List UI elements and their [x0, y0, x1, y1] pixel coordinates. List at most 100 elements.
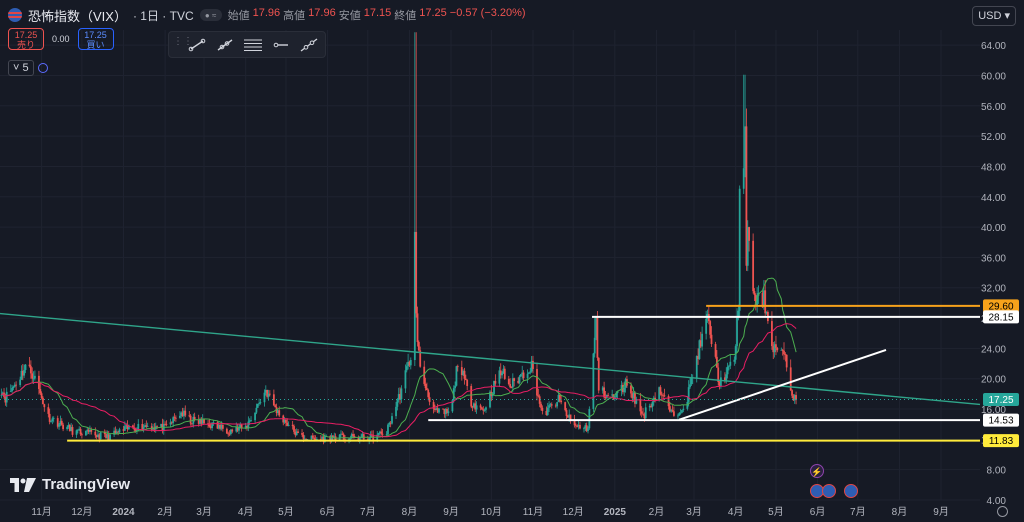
candle-body — [201, 419, 204, 424]
lightning-icon[interactable]: ⚡ — [810, 464, 824, 478]
candle-body — [189, 415, 192, 424]
trend-line-icon[interactable] — [185, 35, 209, 55]
us-flag-icon[interactable] — [822, 484, 836, 498]
x-tick-label: 5月 — [768, 506, 784, 518]
candle-body — [793, 395, 796, 401]
candle-body — [246, 425, 248, 429]
candle-body — [125, 425, 128, 427]
us-flag-icon[interactable] — [844, 484, 858, 498]
us-flag-icon — [8, 8, 22, 22]
x-tick-label: 3月 — [686, 506, 702, 518]
candle-body — [397, 394, 400, 400]
candle-body — [5, 391, 8, 403]
candle-body — [322, 436, 325, 442]
candle-body — [217, 424, 220, 429]
candle-body — [734, 346, 737, 360]
candle-body — [368, 438, 371, 441]
candle-body — [126, 425, 129, 430]
candle-body — [493, 380, 495, 394]
descending-trendline — [0, 312, 981, 406]
symbol-title[interactable]: 恐怖指数（VIX） — [28, 8, 127, 24]
candle-body — [603, 387, 606, 398]
ray-icon[interactable] — [213, 35, 237, 55]
candle-body — [285, 419, 287, 423]
indicator-settings-icon[interactable] — [37, 63, 48, 73]
visibility-toggle-icon[interactable]: ● ≈ — [199, 9, 222, 21]
indicators-count-label: 5 — [22, 62, 29, 74]
close-value: 17.25 — [419, 7, 447, 19]
sell-button[interactable]: 17.25 売り — [8, 28, 44, 50]
candle-body — [648, 405, 651, 408]
candle-body — [9, 391, 12, 392]
candle-body — [746, 227, 749, 266]
candle-body — [305, 438, 307, 440]
settings-icon[interactable] — [997, 506, 1008, 517]
candle-body — [518, 376, 521, 383]
candle-body — [686, 401, 689, 409]
candle-body — [75, 430, 78, 435]
candle-body — [728, 365, 730, 367]
price-tag-label: 29.60 — [988, 301, 1013, 312]
candle-body — [475, 405, 478, 410]
indicators-toggle[interactable]: ˅ 5 — [8, 60, 48, 76]
candle-body — [71, 427, 74, 435]
candle-body — [287, 424, 290, 427]
candle-body — [293, 426, 295, 432]
white-drawn-line — [678, 348, 887, 421]
x-tick-label: 8月 — [402, 506, 418, 518]
candle-body — [42, 397, 44, 405]
parallel-channel-icon[interactable] — [241, 35, 265, 55]
chart-header: 恐怖指数（VIX） · 1日 · TVC ● ≈ 始値 17.96 高値 17.96… — [8, 6, 526, 24]
candle-body — [687, 387, 690, 402]
candle-body — [623, 387, 626, 393]
candle-body — [362, 434, 365, 440]
candle-body — [752, 240, 755, 292]
candle-body — [575, 425, 577, 427]
candle-body — [191, 423, 193, 425]
candle-body — [509, 384, 512, 388]
drag-handle-icon[interactable]: ⋮⋮ — [173, 35, 193, 47]
tradingview-logo[interactable]: TradingView — [10, 476, 130, 493]
candle-body — [78, 428, 81, 430]
candle-body — [724, 377, 726, 382]
candle-body — [99, 432, 102, 440]
candle-body — [199, 419, 201, 424]
candle-body — [250, 420, 252, 421]
candle-body — [710, 334, 713, 345]
candle-body — [350, 434, 353, 438]
candle-body — [510, 387, 513, 388]
candle-body — [588, 408, 591, 429]
candle-body — [399, 394, 401, 400]
indicators-count[interactable]: ˅ 5 — [8, 60, 34, 76]
candle-body — [255, 407, 258, 413]
interval-label[interactable]: · 1日 · TVC — [132, 8, 194, 23]
candle-body — [62, 424, 64, 430]
candle-body — [479, 405, 482, 408]
candle-body — [681, 410, 683, 413]
candle-body — [718, 381, 721, 387]
extended-line-icon[interactable] — [297, 35, 321, 55]
x-tick-label: 12月 — [563, 506, 584, 518]
horizontal-ray-icon[interactable] — [269, 35, 293, 55]
candle-body — [180, 412, 183, 416]
candle-body — [66, 427, 69, 430]
candle-body — [456, 366, 459, 368]
candle-body — [765, 311, 768, 314]
candle-body — [522, 372, 525, 379]
buy-button[interactable]: 17.25 買い — [77, 28, 114, 50]
candle-body — [417, 342, 420, 351]
candle-body — [663, 395, 666, 397]
candle-body — [314, 438, 317, 440]
candle-body — [40, 393, 43, 398]
candle-body — [795, 395, 797, 400]
candle-body — [203, 419, 205, 424]
candle-body — [698, 340, 701, 360]
candle-body — [744, 126, 746, 169]
x-tick-label: 7月 — [850, 506, 866, 518]
candle-body — [427, 390, 430, 398]
candle-body — [79, 428, 82, 435]
x-tick-label: 11月 — [31, 506, 51, 518]
currency-selector[interactable]: USD ▾ — [972, 6, 1016, 26]
